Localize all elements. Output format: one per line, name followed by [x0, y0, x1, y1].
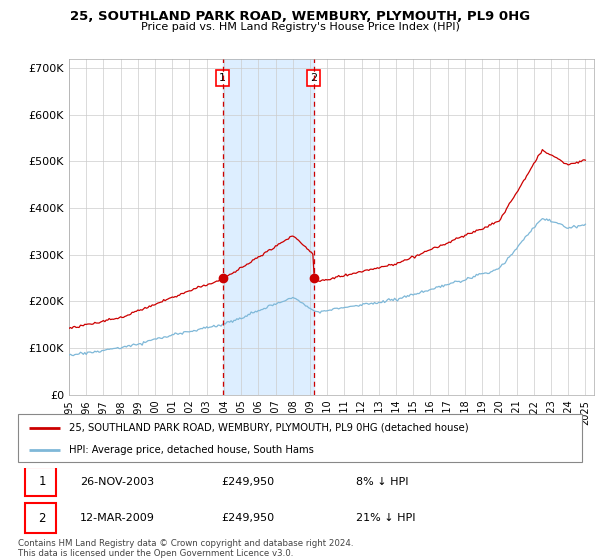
FancyBboxPatch shape [18, 414, 582, 462]
Text: £249,950: £249,950 [221, 513, 274, 523]
Text: 12-MAR-2009: 12-MAR-2009 [80, 513, 155, 523]
Text: 26-NOV-2003: 26-NOV-2003 [80, 477, 154, 487]
Text: 25, SOUTHLAND PARK ROAD, WEMBURY, PLYMOUTH, PL9 0HG: 25, SOUTHLAND PARK ROAD, WEMBURY, PLYMOU… [70, 10, 530, 23]
Text: 2: 2 [38, 511, 46, 525]
Text: 8% ↓ HPI: 8% ↓ HPI [356, 477, 409, 487]
Text: HPI: Average price, detached house, South Hams: HPI: Average price, detached house, Sout… [69, 445, 314, 455]
Text: 25, SOUTHLAND PARK ROAD, WEMBURY, PLYMOUTH, PL9 0HG (detached house): 25, SOUTHLAND PARK ROAD, WEMBURY, PLYMOU… [69, 423, 469, 433]
Text: 2: 2 [310, 73, 317, 83]
FancyBboxPatch shape [25, 503, 56, 533]
Text: Price paid vs. HM Land Registry's House Price Index (HPI): Price paid vs. HM Land Registry's House … [140, 22, 460, 32]
Bar [223, 59, 314, 395]
Text: 1: 1 [219, 73, 226, 83]
Text: £249,950: £249,950 [221, 477, 274, 487]
Text: 1: 1 [38, 475, 46, 488]
Text: 21% ↓ HPI: 21% ↓ HPI [356, 513, 416, 523]
FancyBboxPatch shape [25, 467, 56, 496]
Text: Contains HM Land Registry data © Crown copyright and database right 2024.
This d: Contains HM Land Registry data © Crown c… [18, 539, 353, 558]
